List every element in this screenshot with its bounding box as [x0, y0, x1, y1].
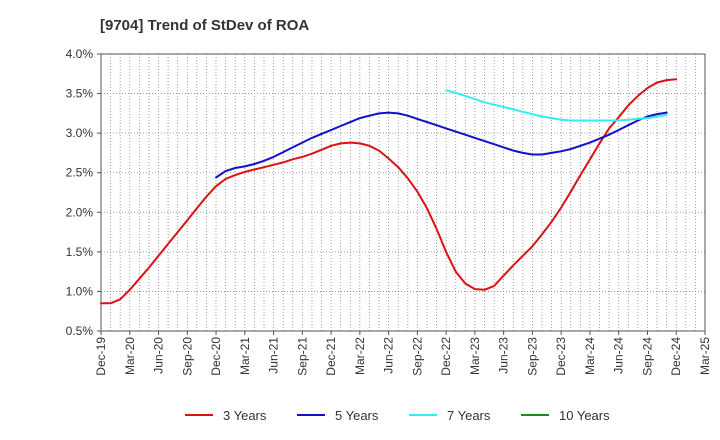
- x-tick-label: Dec-24: [669, 337, 683, 376]
- y-tick-label: 2.0%: [66, 205, 94, 219]
- y-tick-label: 1.0%: [66, 284, 94, 298]
- x-tick-label: Mar-21: [238, 337, 252, 375]
- x-tick-label: Sep-23: [525, 337, 539, 376]
- series-line-5-years: [215, 111, 668, 179]
- y-tick-label: 0.5%: [66, 324, 94, 338]
- x-tick-label: Sep-24: [640, 337, 654, 376]
- x-tick-label: Jun-20: [152, 337, 166, 374]
- x-tick-label: Dec-23: [554, 337, 568, 376]
- x-tick-label: Jun-23: [497, 337, 511, 374]
- plot-frame: [100, 53, 706, 332]
- x-tick-label: Jun-21: [267, 337, 281, 374]
- x-tick-label: Jun-24: [612, 337, 626, 374]
- chart-legend: 3 Years 5 Years 7 Years 10 Years: [185, 408, 610, 423]
- x-tick-label: Mar-20: [123, 337, 137, 375]
- x-tick-label: Dec-20: [209, 337, 223, 376]
- y-tick-label: 2.5%: [66, 166, 94, 180]
- x-tick-label: Dec-21: [324, 337, 338, 376]
- x-tick-label: Mar-25: [698, 337, 712, 375]
- x-tick-label: Mar-22: [353, 337, 367, 375]
- y-tick-label: 4.0%: [66, 47, 94, 61]
- plot-background: [101, 54, 705, 331]
- x-tick-label: Sep-22: [410, 337, 424, 376]
- legend-label-7-years: 7 Years: [447, 408, 491, 423]
- legend-label-3-years: 3 Years: [223, 408, 267, 423]
- legend-label-5-years: 5 Years: [335, 408, 379, 423]
- x-tick-label: Jun-22: [382, 337, 396, 374]
- chart-title: [9704] Trend of StDev of ROA: [100, 17, 309, 34]
- x-tick-label: Sep-20: [180, 337, 194, 376]
- x-tick-label: Sep-21: [295, 337, 309, 376]
- plot-area: 0.5% 1.0% 1.5% 2.0% 2.5% 3.0% 3.5% 4.0% Dec-19 Ma…: [66, 47, 712, 376]
- series-line-3-years: [100, 78, 678, 305]
- x-tick-label: Mar-24: [583, 337, 597, 375]
- x-tick-label: Dec-19: [94, 337, 108, 376]
- y-tick-label: 3.5%: [66, 87, 94, 101]
- x-tick-label: Dec-22: [439, 337, 453, 376]
- y-tick-label: 3.0%: [66, 126, 94, 140]
- y-tick-label: 1.5%: [66, 245, 94, 259]
- x-tick-label: Mar-23: [468, 337, 482, 375]
- legend-label-10-years: 10 Years: [559, 408, 610, 423]
- series-line-7-years: [445, 89, 668, 122]
